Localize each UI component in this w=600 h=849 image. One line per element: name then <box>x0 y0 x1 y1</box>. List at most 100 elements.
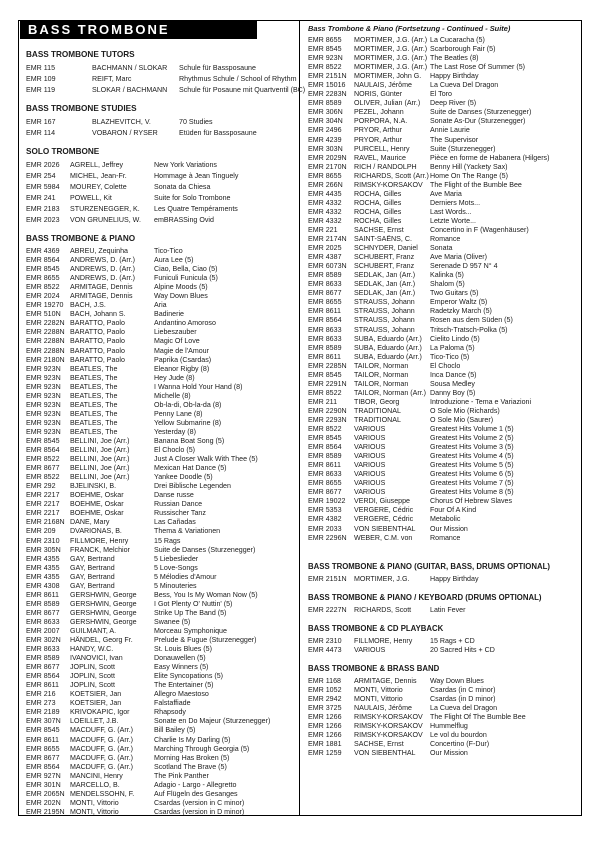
entry-title: emBRASSing Ovid <box>154 216 214 224</box>
list-item: EMR 8522 BELLINI, Joe (Arr.) Yankee Doodle… <box>26 473 296 482</box>
list-item: EMR 8655 MORTIMER, J.G. (Arr.) La Cucarach… <box>308 36 582 45</box>
entry-title: Derniers Mots... <box>430 198 481 207</box>
entry-title: Les Quatre Tempéraments <box>154 205 238 213</box>
entry-composer: SEDLAK, Jan (Arr.) <box>354 280 416 289</box>
entry-ref: EMR 923N <box>26 364 61 373</box>
entry-composer: SACHSE, Ernst <box>354 740 404 749</box>
entry-title: I Wanna Hold Your Hand (8) <box>154 382 243 391</box>
entry-title: Schule für Posaune mit Quartventil (BC) <box>179 86 306 94</box>
entry-composer: TRADITIONAL <box>354 415 401 424</box>
list-item: EMR 8564 ANDREWS, D. (Arr.) Aura Lee (5) <box>26 256 296 265</box>
list-item: EMR 115 BACHMANN / SLOKAR Schule für Bassp… <box>26 63 296 74</box>
entry-ref: EMR 8522 <box>308 388 342 397</box>
entry-ref: EMR 2183 <box>26 205 60 213</box>
list-item: EMR 2024 ARMITAGE, Dennis Way Down Blues <box>26 292 296 301</box>
entry-ref: EMR 3725 <box>308 703 342 712</box>
list-item: EMR 167 BLAZHEVITCH, V. 70 Studies <box>26 117 296 128</box>
list-item: EMR 4239 PRYOR, Arthur The Supervisor <box>308 136 582 145</box>
list-item: EMR 1881 SACHSE, Ernst Concertino (F-Dur) <box>308 740 582 749</box>
list-item: EMR 305N FRANCK, Melchior Suite de Danses … <box>26 546 296 555</box>
left-column: BASS TROMBONE TUTORS EMR 115 BACHMANN / SL… <box>26 44 305 817</box>
entry-title: Las Cañadas <box>154 518 196 527</box>
list-item: EMR 2217 BOEHME, Oskar Russian Dance <box>26 500 296 509</box>
page-title-bar: BASS TROMBONE <box>20 21 257 39</box>
list-item: EMR 8545 VARIOUS Greatest Hits Volume 2 (5… <box>308 434 582 443</box>
list-item: EMR 119 SLOKAR / BACHMANN Schule für Posau… <box>26 85 305 96</box>
entry-composer: PEZEL, Johann <box>354 108 404 117</box>
entry-composer: ARMITAGE, Dennis <box>70 292 133 301</box>
entry-title: The Entertainer (5) <box>154 681 214 690</box>
list-item: EMR 8611 STRAUSS, Johann Radetzky March (5… <box>308 307 582 316</box>
entry-ref: EMR 4355 <box>26 563 60 572</box>
list-item: EMR 2496 PRYOR, Arthur Annie Laurie <box>308 126 582 135</box>
list-item: EMR 254 MICHEL, Jean-Fr. Hommage à Jean Ti… <box>26 171 296 182</box>
list-item: EMR 8655 STRAUSS, Johann Emperor Waltz (5) <box>308 298 582 307</box>
entry-composer: FRANCK, Melchior <box>70 545 130 554</box>
entry-ref: EMR 1266 <box>308 722 342 731</box>
entry-composer: ARMITAGE, Dennis <box>354 676 417 685</box>
entry-composer: JOPLIN, Scott <box>70 681 115 690</box>
entry-title: Greatest Hits Volume 8 (5) <box>430 488 514 497</box>
entry-ref: EMR 8611 <box>26 735 59 744</box>
list-item: EMR 2290N TRADITIONAL O Sole Mio (Richards… <box>308 407 582 416</box>
entry-ref: EMR 1881 <box>308 740 342 749</box>
entry-title: Strike Up The Band (5) <box>154 608 227 617</box>
list-item: EMR 2227N RICHARDS, Scott Latin Fever <box>308 606 582 615</box>
entry-ref: EMR 8677 <box>26 663 60 672</box>
entry-composer: ROCHA, Gilles <box>354 207 402 216</box>
entry-composer: MACDUFF, G. (Arr.) <box>70 744 134 753</box>
entry-composer: TAILOR, Norman <box>354 370 409 379</box>
entry-composer: FILLMORE, Henry <box>70 536 129 545</box>
entry-ref: EMR 2007 <box>26 626 60 635</box>
entry-title: Auf Flügeln des Gesanges <box>154 789 238 798</box>
entry-ref: EMR 8611 <box>308 307 341 316</box>
entry-ref: EMR 8589 <box>308 271 342 280</box>
list-item: EMR 306N PEZEL, Johann Suite de Danses (St… <box>308 108 582 117</box>
entry-composer: SCHUBERT, Franz <box>354 253 415 262</box>
entry-ref: EMR 202N <box>26 798 61 807</box>
entry-composer: STRAUSS, Johann <box>354 307 415 316</box>
entry-title: Csardas (version in D minor) <box>154 807 245 816</box>
entry-title: Deep River (5) <box>430 99 477 108</box>
list-item: EMR 8611 VARIOUS Greatest Hits Volume 5 (5… <box>308 461 582 470</box>
entry-title: Scotland The Brave (5) <box>154 762 227 771</box>
entry-ref: EMR 8589 <box>26 654 60 663</box>
entry-ref: EMR 8611 <box>308 352 341 361</box>
list-item: EMR 4332 ROCHA, Gilles Derniers Mots... <box>308 199 582 208</box>
entry-composer: BLAZHEVITCH, V. <box>92 118 151 126</box>
entry-composer: BEATLES, The <box>70 400 118 409</box>
list-item: EMR 8522 ARMITAGE, Dennis Alpine Moods (5) <box>26 283 296 292</box>
list-item: EMR 8589 OLIVER, Julian (Arr.) Deep River … <box>308 99 582 108</box>
entry-title: Aura Lee (5) <box>154 256 194 265</box>
entry-title: Suite for Solo Trombone <box>154 194 231 202</box>
entry-title: 5 Liebeslieder <box>154 554 199 563</box>
entry-ref: EMR 305N <box>26 545 61 554</box>
entry-composer: VERDI, Giuseppe <box>354 497 410 506</box>
section-heading: BASS TROMBONE & BRASS BAND <box>308 663 440 673</box>
entry-composer: ABREU, Zequinha <box>70 247 128 255</box>
entry-ref: EMR 241 <box>26 194 56 202</box>
list-item: EMR 2029N RAVEL, Maurice Pièce en forme de… <box>308 154 582 163</box>
entry-title: Easy Winners (5) <box>154 663 209 672</box>
list-item: EMR 221 SACHSE, Ernst Concertino in F (Wag… <box>308 226 582 235</box>
entry-title: 15 Rags <box>154 536 181 545</box>
entry-composer: NORIS, Günter <box>354 90 403 99</box>
list-item: EMR 8564 VARIOUS Greatest Hits Volume 3 (5… <box>308 443 582 452</box>
entry-ref: EMR 8589 <box>26 599 60 608</box>
entry-composer: MENDELSSOHN, F. <box>70 789 135 798</box>
entry-title: Elite Syncopations (5) <box>154 672 224 681</box>
entry-ref: EMR 923N <box>26 427 61 436</box>
entry-title: Latin Fever <box>430 605 466 614</box>
list-item: EMR 2288N BARATTO, Paolo Magic Of Love <box>26 337 296 346</box>
list-item: EMR 923N BEATLES, The Ob-la-di, Ob-la-da (… <box>26 401 296 410</box>
list-item: EMR 216 KOETSIER, Jan Allegro Maestoso <box>26 690 296 699</box>
entry-composer: MORTIMER, J.G. <box>354 574 410 583</box>
entry-composer: REIFT, Marc <box>92 75 132 83</box>
entry-title: Our Mission <box>430 749 468 758</box>
entry-composer: ARMITAGE, Dennis <box>70 283 133 292</box>
entry-title: Falstaffiade <box>154 699 191 708</box>
entry-ref: EMR 923N <box>26 400 61 409</box>
entry-ref: EMR 19270 <box>26 301 64 310</box>
entry-title: Greatest Hits Volume 1 (5) <box>430 425 514 434</box>
entry-ref: EMR 4473 <box>308 645 342 654</box>
